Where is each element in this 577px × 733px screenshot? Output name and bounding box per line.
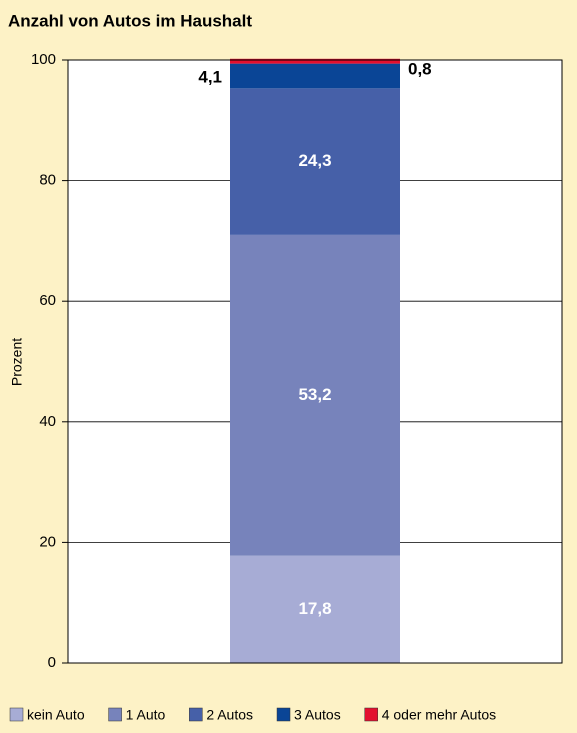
chart-title: Anzahl von Autos im Haushalt xyxy=(8,11,252,30)
y-tick-label: 80 xyxy=(39,172,56,189)
y-tick-label: 20 xyxy=(39,533,56,550)
bar-segment xyxy=(230,88,400,235)
y-tick-label: 40 xyxy=(39,413,56,430)
y-tick-label: 100 xyxy=(31,51,56,68)
legend-swatch xyxy=(9,707,24,722)
legend-label: kein Auto xyxy=(27,707,85,723)
value-label: 0,8 xyxy=(408,59,432,78)
plot-border xyxy=(67,59,563,664)
value-label: 24,3 xyxy=(298,151,331,170)
value-label: 17,8 xyxy=(298,599,331,618)
legend-swatch xyxy=(189,707,203,722)
value-label: 4,1 xyxy=(198,67,222,86)
y-axis-label: Prozent xyxy=(9,338,25,386)
legend-swatch xyxy=(108,707,122,722)
legend-label: 2 Autos xyxy=(206,707,253,723)
bar-segment xyxy=(230,234,400,556)
y-tick-label: 60 xyxy=(39,292,56,309)
legend-label: 1 Auto xyxy=(126,707,166,723)
legend-swatch xyxy=(276,707,291,722)
bar-segment xyxy=(230,58,400,64)
bar-segment xyxy=(230,555,400,663)
bar-segment xyxy=(230,63,400,89)
legend-label: 4 oder mehr Autos xyxy=(382,707,496,723)
legend-swatch xyxy=(364,707,378,722)
y-tick-label: 0 xyxy=(48,654,56,671)
legend-label: 3 Autos xyxy=(294,707,341,723)
value-label: 53,2 xyxy=(298,385,331,404)
